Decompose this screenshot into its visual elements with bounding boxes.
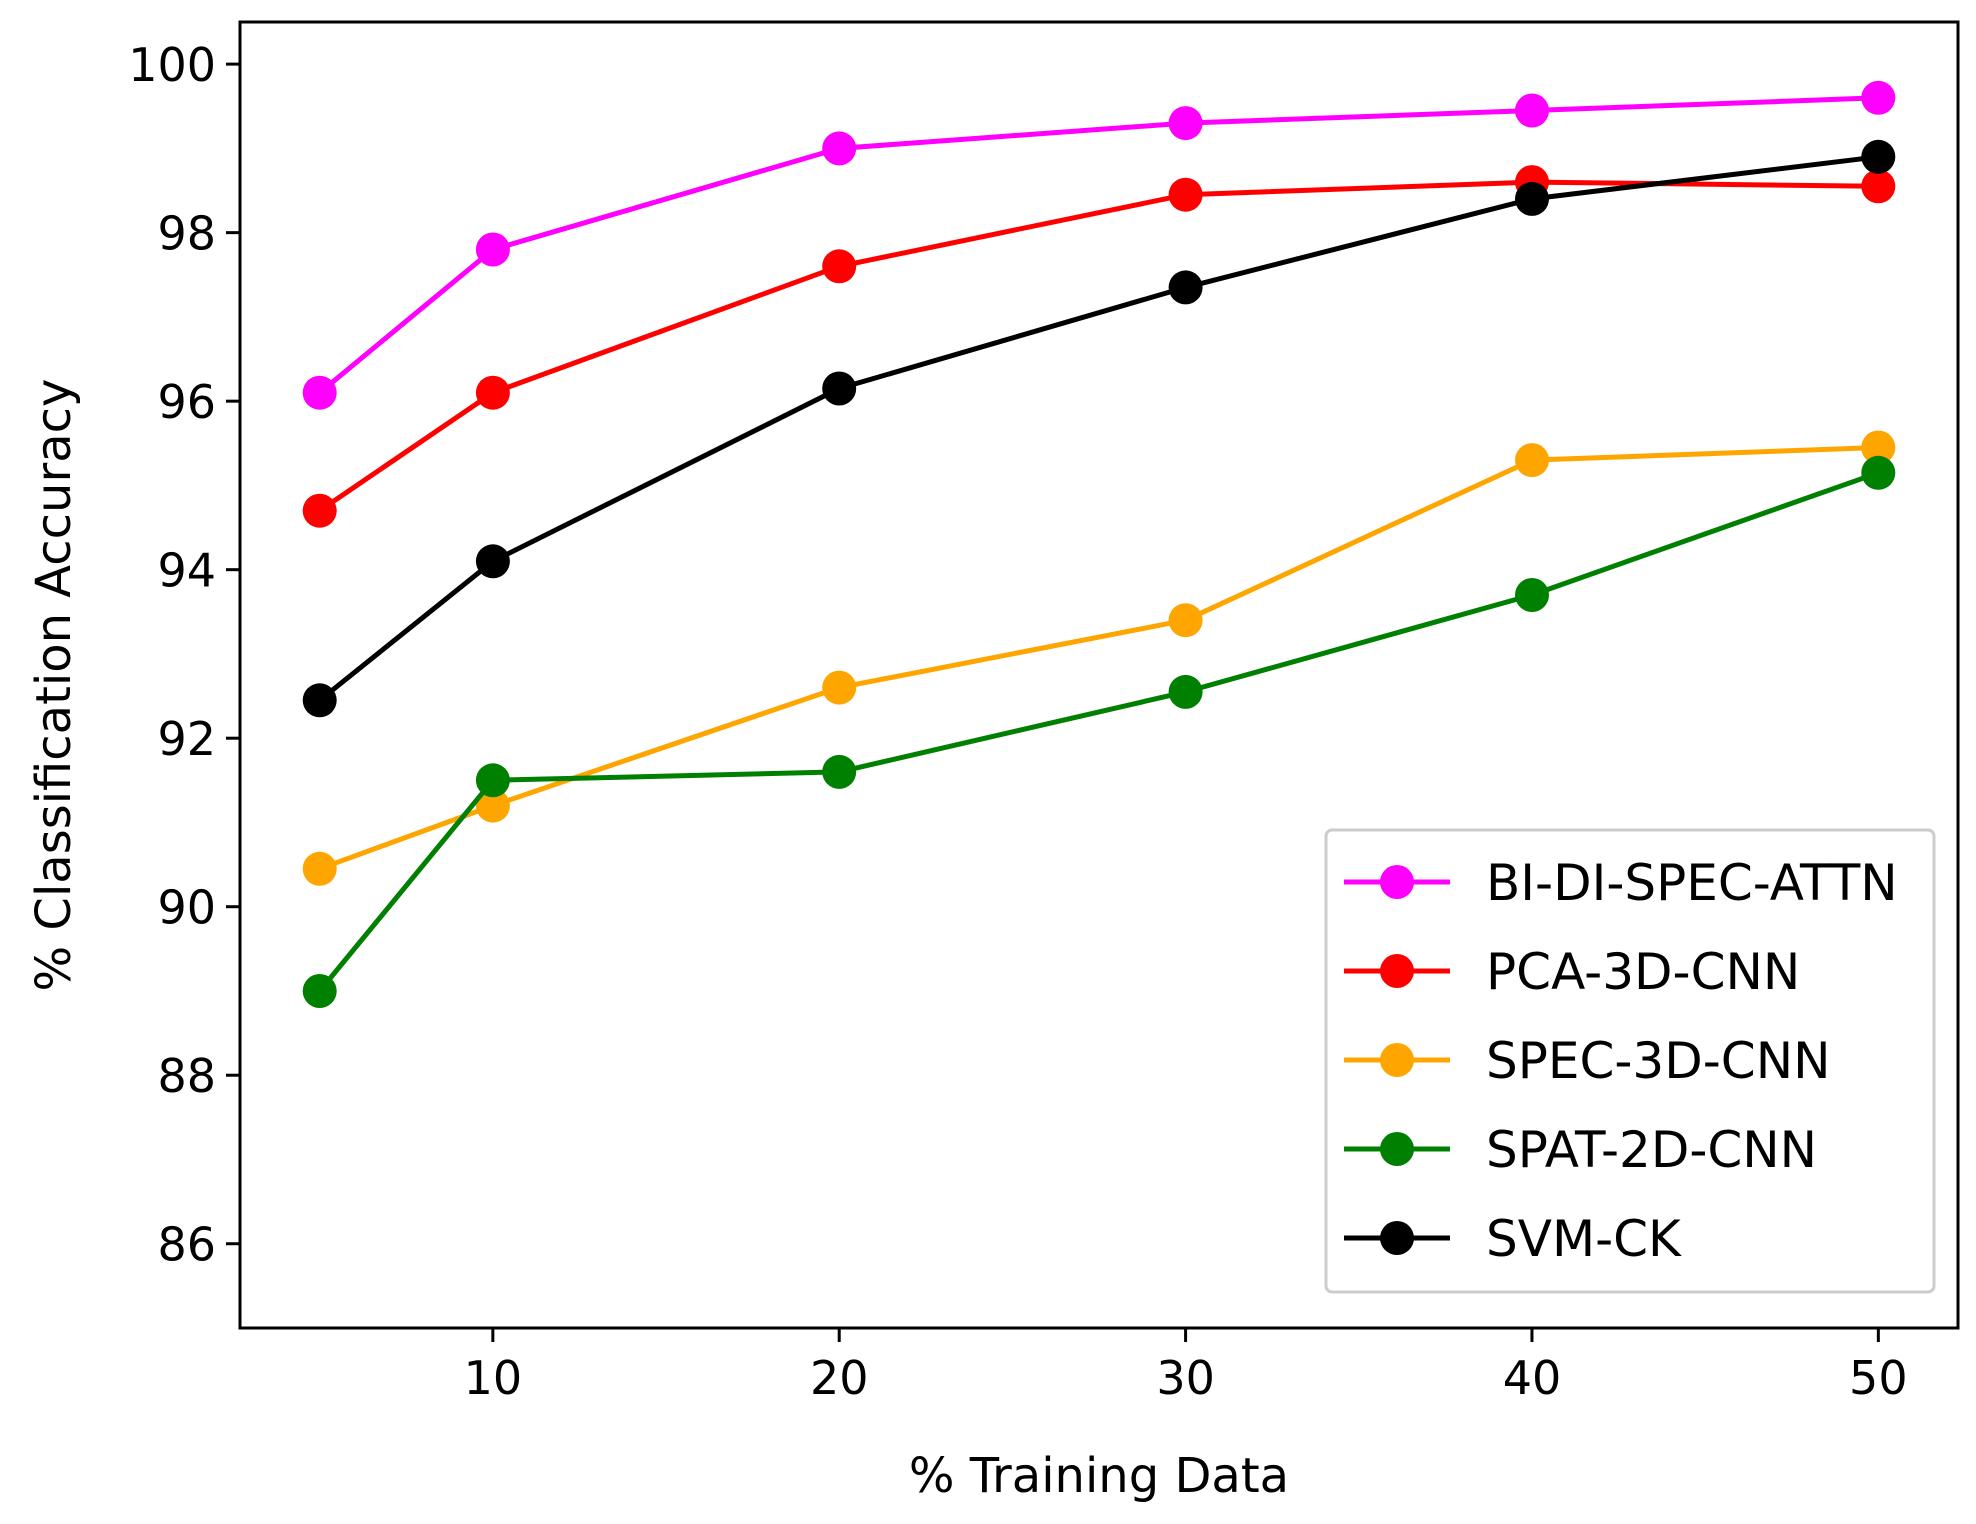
data-point-4-1 bbox=[475, 544, 510, 579]
data-point-1-5 bbox=[1861, 169, 1896, 204]
data-point-0-0 bbox=[302, 375, 337, 410]
data-point-2-1 bbox=[475, 788, 510, 823]
y-tick-label-6: 98 bbox=[157, 207, 216, 261]
data-point-2-5 bbox=[1861, 430, 1896, 465]
data-point-4-3 bbox=[1168, 270, 1203, 305]
data-point-2-3 bbox=[1168, 603, 1203, 638]
data-point-0-3 bbox=[1168, 106, 1203, 141]
data-point-1-1 bbox=[475, 375, 510, 410]
x-tick-label-1: 20 bbox=[810, 1351, 869, 1405]
x-axis-label: % Training Data bbox=[909, 1448, 1289, 1504]
y-tick-label-3: 92 bbox=[157, 712, 216, 766]
legend-label-0: BI-DI-SPEC-ATTN bbox=[1486, 854, 1898, 912]
data-point-4-0 bbox=[302, 683, 337, 718]
data-point-1-0 bbox=[302, 493, 337, 528]
data-point-2-2 bbox=[822, 670, 857, 705]
plot-frame bbox=[238, 20, 1960, 1330]
x-tick-label-4: 50 bbox=[1849, 1351, 1908, 1405]
y-tick-label-1: 88 bbox=[157, 1049, 216, 1103]
data-point-1-2 bbox=[822, 249, 857, 284]
x-tick-label-0: 10 bbox=[464, 1351, 523, 1405]
series-line-4 bbox=[317, 154, 1881, 703]
data-point-3-2 bbox=[822, 754, 857, 789]
data-point-2-4 bbox=[1515, 443, 1549, 478]
legend-label-2: SPEC-3D-CNN bbox=[1486, 1032, 1831, 1090]
data-point-4-4 bbox=[1515, 181, 1549, 216]
data-point-3-3 bbox=[1168, 674, 1203, 709]
x-tick-label-2: 30 bbox=[1156, 1351, 1215, 1405]
series-line-3 bbox=[317, 470, 1881, 994]
legend: BI-DI-SPEC-ATTN PCA-3D-CNN SPEC-3D-CNN SPAT… bbox=[1324, 828, 1936, 1294]
legend-marker-3 bbox=[1380, 1132, 1414, 1166]
legend-label-1: PCA-3D-CNN bbox=[1486, 943, 1800, 1001]
y-tick-label-4: 94 bbox=[157, 544, 216, 598]
y-tick-label-2: 90 bbox=[157, 881, 216, 935]
data-point-0-5 bbox=[1861, 80, 1896, 115]
data-point-2-0 bbox=[302, 851, 337, 886]
data-point-3-5 bbox=[1861, 455, 1896, 490]
data-point-0-1 bbox=[475, 232, 510, 267]
series-line-0 bbox=[317, 95, 1881, 396]
legend-label-3: SPAT-2D-CNN bbox=[1486, 1121, 1817, 1179]
data-point-4-2 bbox=[822, 371, 857, 406]
data-point-0-2 bbox=[822, 131, 857, 166]
data-point-3-1 bbox=[475, 763, 510, 798]
data-point-1-3 bbox=[1168, 177, 1203, 212]
axes: 10 20 30 40 50 86 88 90 92 94 96 98 100 bbox=[128, 20, 1960, 1405]
data-point-0-4 bbox=[1515, 93, 1549, 128]
data-point-3-4 bbox=[1515, 578, 1549, 612]
legend-label-4: SVM-CK bbox=[1486, 1210, 1682, 1268]
x-tick-label-3: 40 bbox=[1503, 1351, 1562, 1405]
y-tick-label-5: 96 bbox=[157, 375, 216, 429]
plot-area bbox=[302, 80, 1896, 1008]
y-axis-label: % Classification Accuracy bbox=[26, 379, 82, 992]
legend-marker-2 bbox=[1380, 1043, 1414, 1077]
legend-marker-0 bbox=[1380, 865, 1414, 899]
y-tick-label-7: 100 bbox=[128, 38, 216, 92]
series-line-1 bbox=[317, 179, 1881, 514]
legend-box bbox=[1324, 828, 1936, 1294]
legend-marker-4 bbox=[1380, 1221, 1414, 1255]
y-tick-label-0: 86 bbox=[157, 1218, 216, 1272]
legend-marker-1 bbox=[1380, 954, 1414, 988]
data-point-3-0 bbox=[302, 974, 337, 1008]
data-point-4-5 bbox=[1861, 139, 1896, 174]
series-line-2 bbox=[317, 445, 1881, 872]
